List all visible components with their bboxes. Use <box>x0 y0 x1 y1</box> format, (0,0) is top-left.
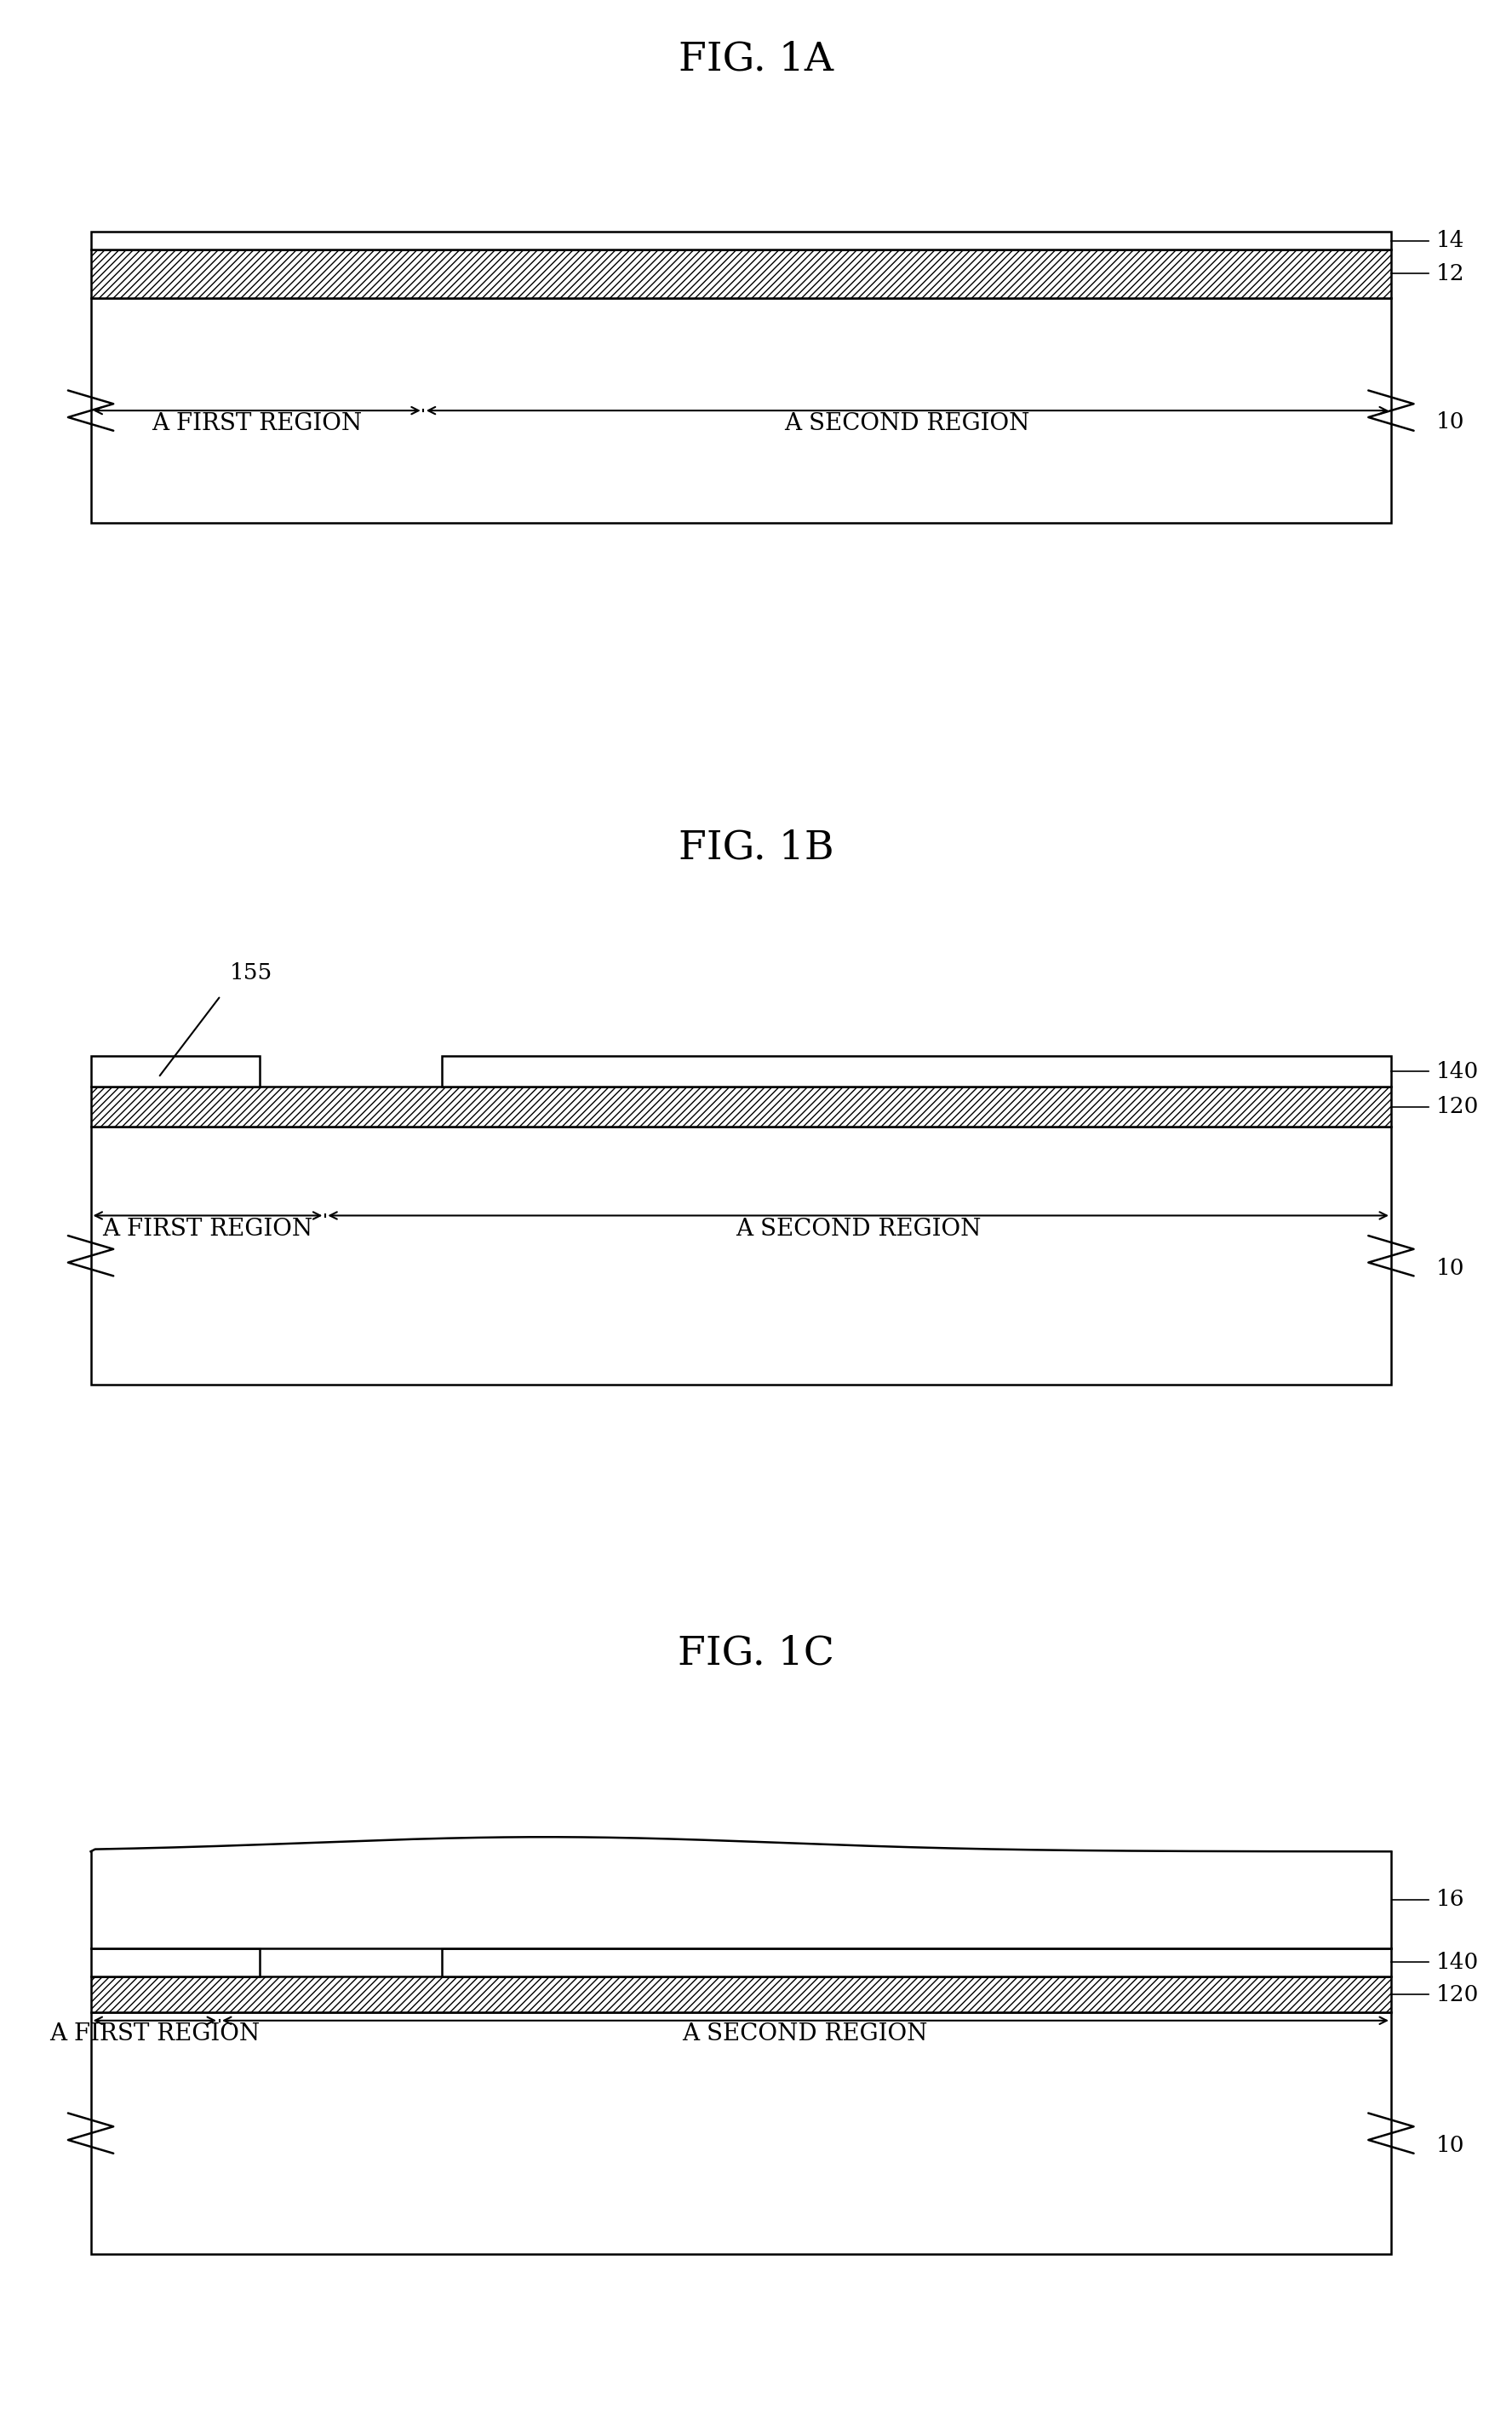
Text: 10: 10 <box>1436 2135 1465 2157</box>
Text: FIG. 1B: FIG. 1B <box>679 828 833 867</box>
Text: A SECOND REGION: A SECOND REGION <box>682 2024 928 2046</box>
Polygon shape <box>91 1838 1391 1949</box>
Bar <box>91 1975 1391 2012</box>
Text: 155: 155 <box>230 964 272 983</box>
Text: 16: 16 <box>1436 1889 1465 1910</box>
Text: FIG. 1A: FIG. 1A <box>679 41 833 80</box>
Bar <box>91 1087 1391 1128</box>
Text: 140: 140 <box>1436 1951 1479 1973</box>
Text: A FIRST REGION: A FIRST REGION <box>50 2024 260 2046</box>
Bar <box>91 1949 260 1975</box>
Bar <box>91 297 1391 524</box>
Bar <box>91 232 1391 249</box>
Text: 10: 10 <box>1436 411 1465 432</box>
Bar <box>442 1055 1391 1087</box>
Text: 140: 140 <box>1436 1060 1479 1082</box>
Text: A FIRST REGION: A FIRST REGION <box>103 1217 313 1241</box>
Text: 10: 10 <box>1436 1258 1465 1280</box>
Text: 12: 12 <box>1436 263 1465 285</box>
Text: 14: 14 <box>1436 229 1465 251</box>
Text: A FIRST REGION: A FIRST REGION <box>151 413 363 435</box>
Bar <box>91 249 1391 297</box>
Bar <box>91 1055 260 1087</box>
Bar <box>91 1128 1391 1384</box>
Text: FIG. 1C: FIG. 1C <box>677 1635 835 1674</box>
Text: 120: 120 <box>1436 1983 1479 2004</box>
Text: A SECOND REGION: A SECOND REGION <box>785 413 1030 435</box>
Text: A SECOND REGION: A SECOND REGION <box>735 1217 981 1241</box>
Bar <box>91 2012 1391 2253</box>
Bar <box>442 1949 1391 1975</box>
Text: 120: 120 <box>1436 1096 1479 1118</box>
